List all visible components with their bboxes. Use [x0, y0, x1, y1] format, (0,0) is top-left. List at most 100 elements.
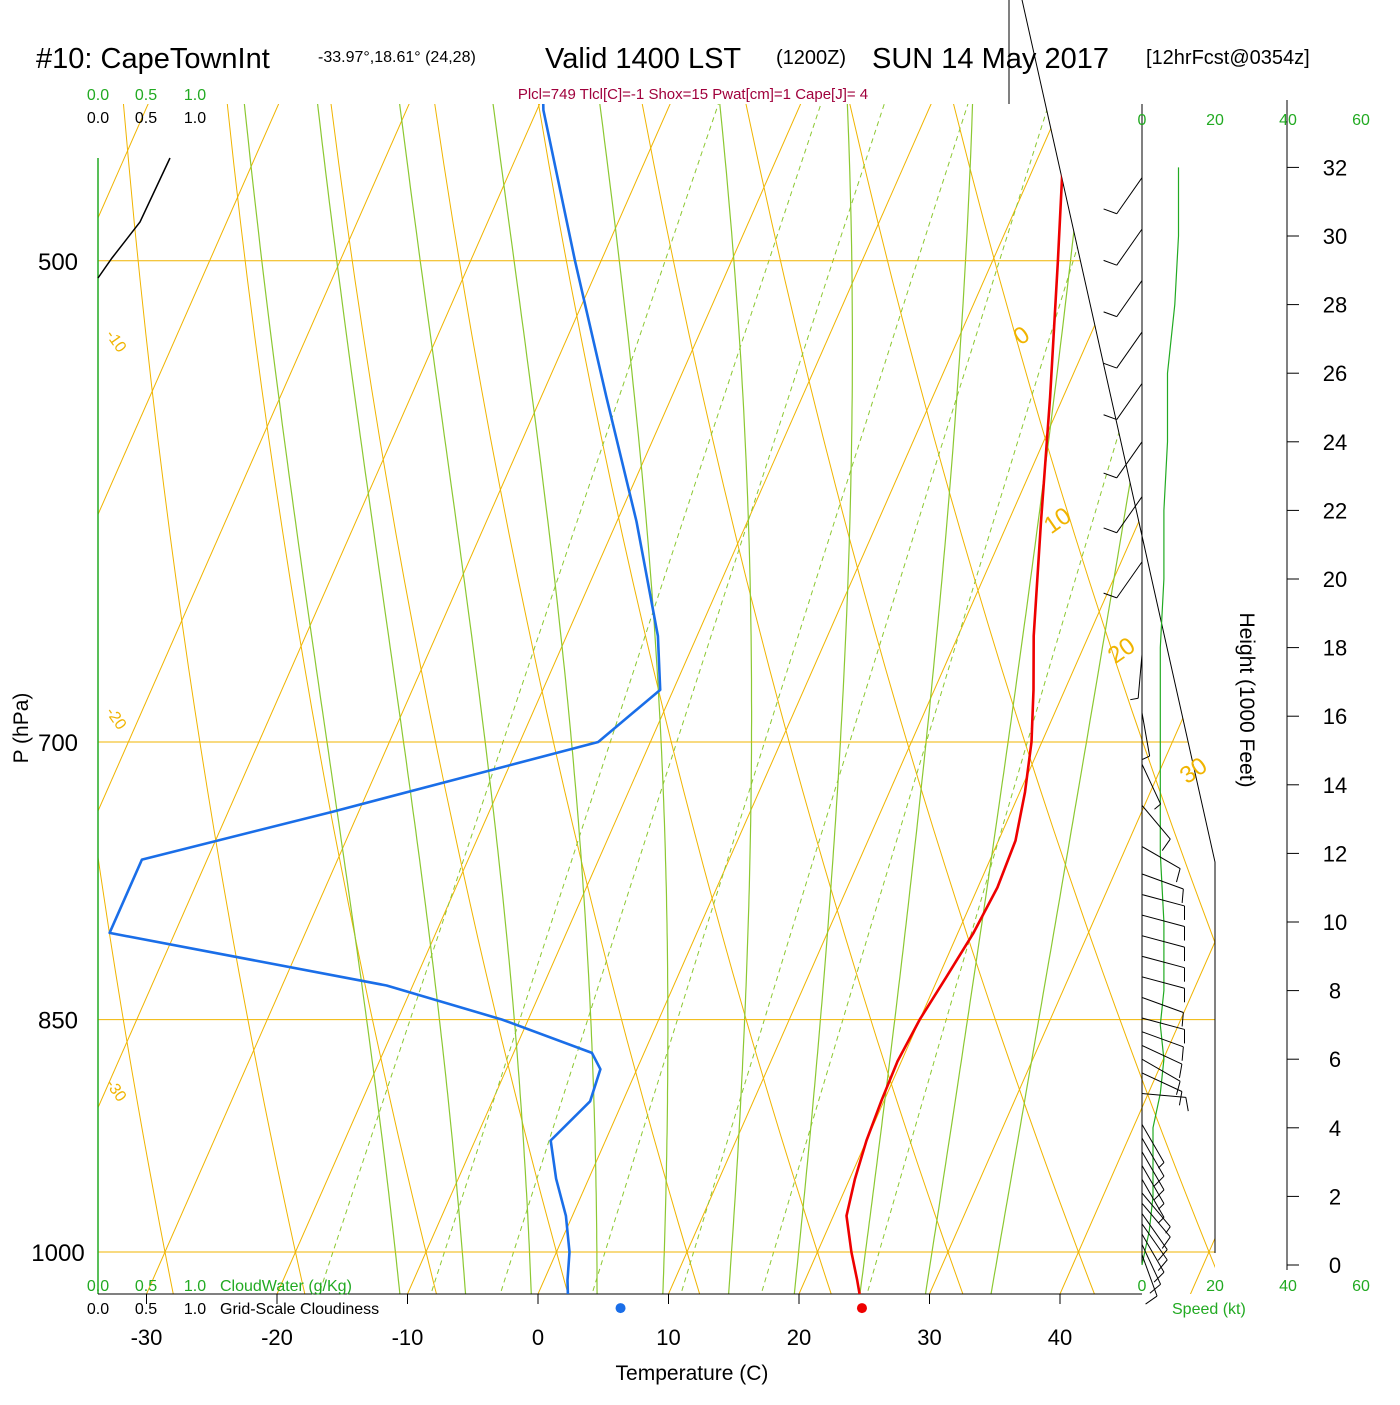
isotherm-line [98, 0, 777, 1295]
wind-barb-flag [1154, 803, 1161, 810]
cloudiness-tick-top: 0.0 [87, 110, 109, 127]
wind-barb-flag [1103, 472, 1117, 479]
wind-barb-staff [1116, 177, 1143, 215]
speed-tick-bottom: 40 [1279, 1278, 1297, 1295]
moist-adiabat-line [766, 0, 854, 1295]
wind-barb-flag [1178, 1063, 1183, 1078]
height-tick-label: 16 [1323, 704, 1347, 729]
clipped-grid: 123581220 [98, 0, 1215, 1316]
pressure-tick-label: 500 [38, 249, 78, 276]
wind-barb-flag [1157, 1259, 1168, 1271]
isotherm-line [98, 0, 516, 1295]
wind-barb-flag [1181, 1012, 1184, 1027]
dry-adiabat-line [1052, 0, 1215, 1295]
cloudiness-tick-bottom: 0.5 [135, 1301, 157, 1318]
height-tick-label: 8 [1329, 979, 1341, 1004]
mixing-ratio-label: 12 [743, 1290, 769, 1316]
wind-barb-staff [1141, 1151, 1165, 1191]
isotherm-line [1053, 0, 1215, 1295]
wind-barb-flag [1153, 1189, 1165, 1201]
cloudiness-tick-bottom: 0.0 [87, 1301, 109, 1318]
mixing-ratio-line [587, 0, 1021, 1295]
wind-barb-flag [1103, 527, 1117, 534]
wind-barb-flag [1178, 1091, 1183, 1106]
wind-barb-flag [1157, 1249, 1168, 1261]
header-coords: -33.97°,18.61° (24,28) [318, 49, 476, 66]
mixing-ratio-line [676, 0, 1101, 1295]
x-tick-label: 10 [656, 1325, 680, 1350]
isotherm-line [661, 0, 1215, 1295]
height-tick-label: 12 [1323, 841, 1347, 866]
cloudwater-tick-bottom: 1.0 [184, 1278, 206, 1295]
height-tick-label: 30 [1323, 224, 1347, 249]
isotherm-line [98, 0, 125, 1295]
wind-barb-staff [1141, 1178, 1165, 1218]
isotherm-line [270, 0, 1169, 1295]
header-date: SUN 14 May 2017 [872, 43, 1109, 75]
wind-barb-staff [1141, 894, 1185, 907]
wind-barb-flag [1103, 592, 1117, 599]
speed-tick-top: 60 [1352, 112, 1370, 129]
wind-barb-staff [1141, 1017, 1185, 1030]
wind-barb-staff [1116, 561, 1143, 599]
wind-barb-flag [1142, 755, 1150, 760]
dry-adiabat-line [98, 0, 177, 1295]
cloudiness-label: Grid-Scale Cloudiness [220, 1301, 379, 1318]
chart-series [108, 0, 1076, 1295]
wind-barb-staff [1116, 496, 1143, 534]
mixing-ratio-label: 20 [849, 1290, 875, 1316]
isotherm-label: 10 [1039, 502, 1076, 539]
wind-barb-staff [1116, 280, 1143, 317]
header-forecast: [12hrFcst@0354z] [1146, 47, 1310, 69]
wind-barb-staff [1141, 873, 1184, 890]
mixing-ratio-line [313, 0, 775, 1295]
wind-barb-staff [1141, 976, 1185, 989]
x-tick-label: 40 [1048, 1325, 1072, 1350]
pressure-tick-label: 1000 [31, 1240, 84, 1267]
cloudwater-label: CloudWater (g/Kg) [220, 1278, 352, 1295]
dry-adiabat-line [438, 0, 837, 1295]
isotherm-line [792, 0, 1215, 1295]
moist-adiabat-line [325, 0, 533, 1295]
speed-tick-top: 20 [1206, 112, 1224, 129]
wind-barb-flag [1161, 838, 1171, 851]
cloudwater-tick-bottom: 0.5 [135, 1278, 157, 1295]
mixing-ratio-line [862, 0, 1215, 1295]
dry-adiabat-line [1140, 0, 1215, 1295]
moist-adiabat-line [191, 0, 402, 1295]
dry-adiabat-line [350, 0, 705, 1295]
chart-grid: 1235812202503004005007008501000-30-20-10… [31, 0, 1370, 1350]
cloud-trace-line [97, 157, 171, 279]
wind-barb-staff [1141, 1093, 1186, 1098]
isotherm-line [98, 0, 908, 1295]
x-tick-label: -20 [261, 1325, 293, 1350]
wind-barb-flag [1145, 1295, 1158, 1305]
x-tick-label: -30 [131, 1325, 163, 1350]
height-tick-label: 24 [1323, 430, 1347, 455]
dry-adiabat-line [98, 0, 309, 1295]
wind-barb-staff [1141, 1233, 1165, 1273]
cloudwater-tick-top: 0.0 [87, 87, 109, 104]
mixing-ratio-line [495, 0, 939, 1295]
moist-adiabat-line [988, 0, 1215, 1295]
mixing-ratio-line [756, 0, 1173, 1295]
height-tick-label: 6 [1329, 1047, 1341, 1072]
wind-barb-staff [1141, 712, 1151, 757]
header-indices: Plcl=749 Tlcl[C]=-1 Shox=15 Pwat[cm]=1 C… [518, 86, 868, 103]
wind-barb-staff [1141, 1137, 1165, 1177]
wind-barb-flag [1185, 1097, 1189, 1112]
wind-barb-flag [1103, 311, 1117, 318]
x-axis-title: Temperature (C) [616, 1362, 769, 1385]
height-axis-title: Height (1000 Feet) [1235, 612, 1258, 787]
height-tick-label: 20 [1323, 567, 1347, 592]
height-tick-label: 4 [1329, 1116, 1341, 1141]
wind-barb-staff [1141, 805, 1171, 840]
speed-tick-bottom: 0 [1138, 1278, 1147, 1295]
height-tick-label: 18 [1323, 636, 1347, 661]
wind-barb-staff [1141, 914, 1185, 928]
isotherm-label: 0 [1008, 321, 1034, 351]
wind-barb-flag [1181, 1046, 1184, 1061]
isotherm-line [98, 0, 386, 1295]
wind-barb-flag [1103, 259, 1117, 266]
